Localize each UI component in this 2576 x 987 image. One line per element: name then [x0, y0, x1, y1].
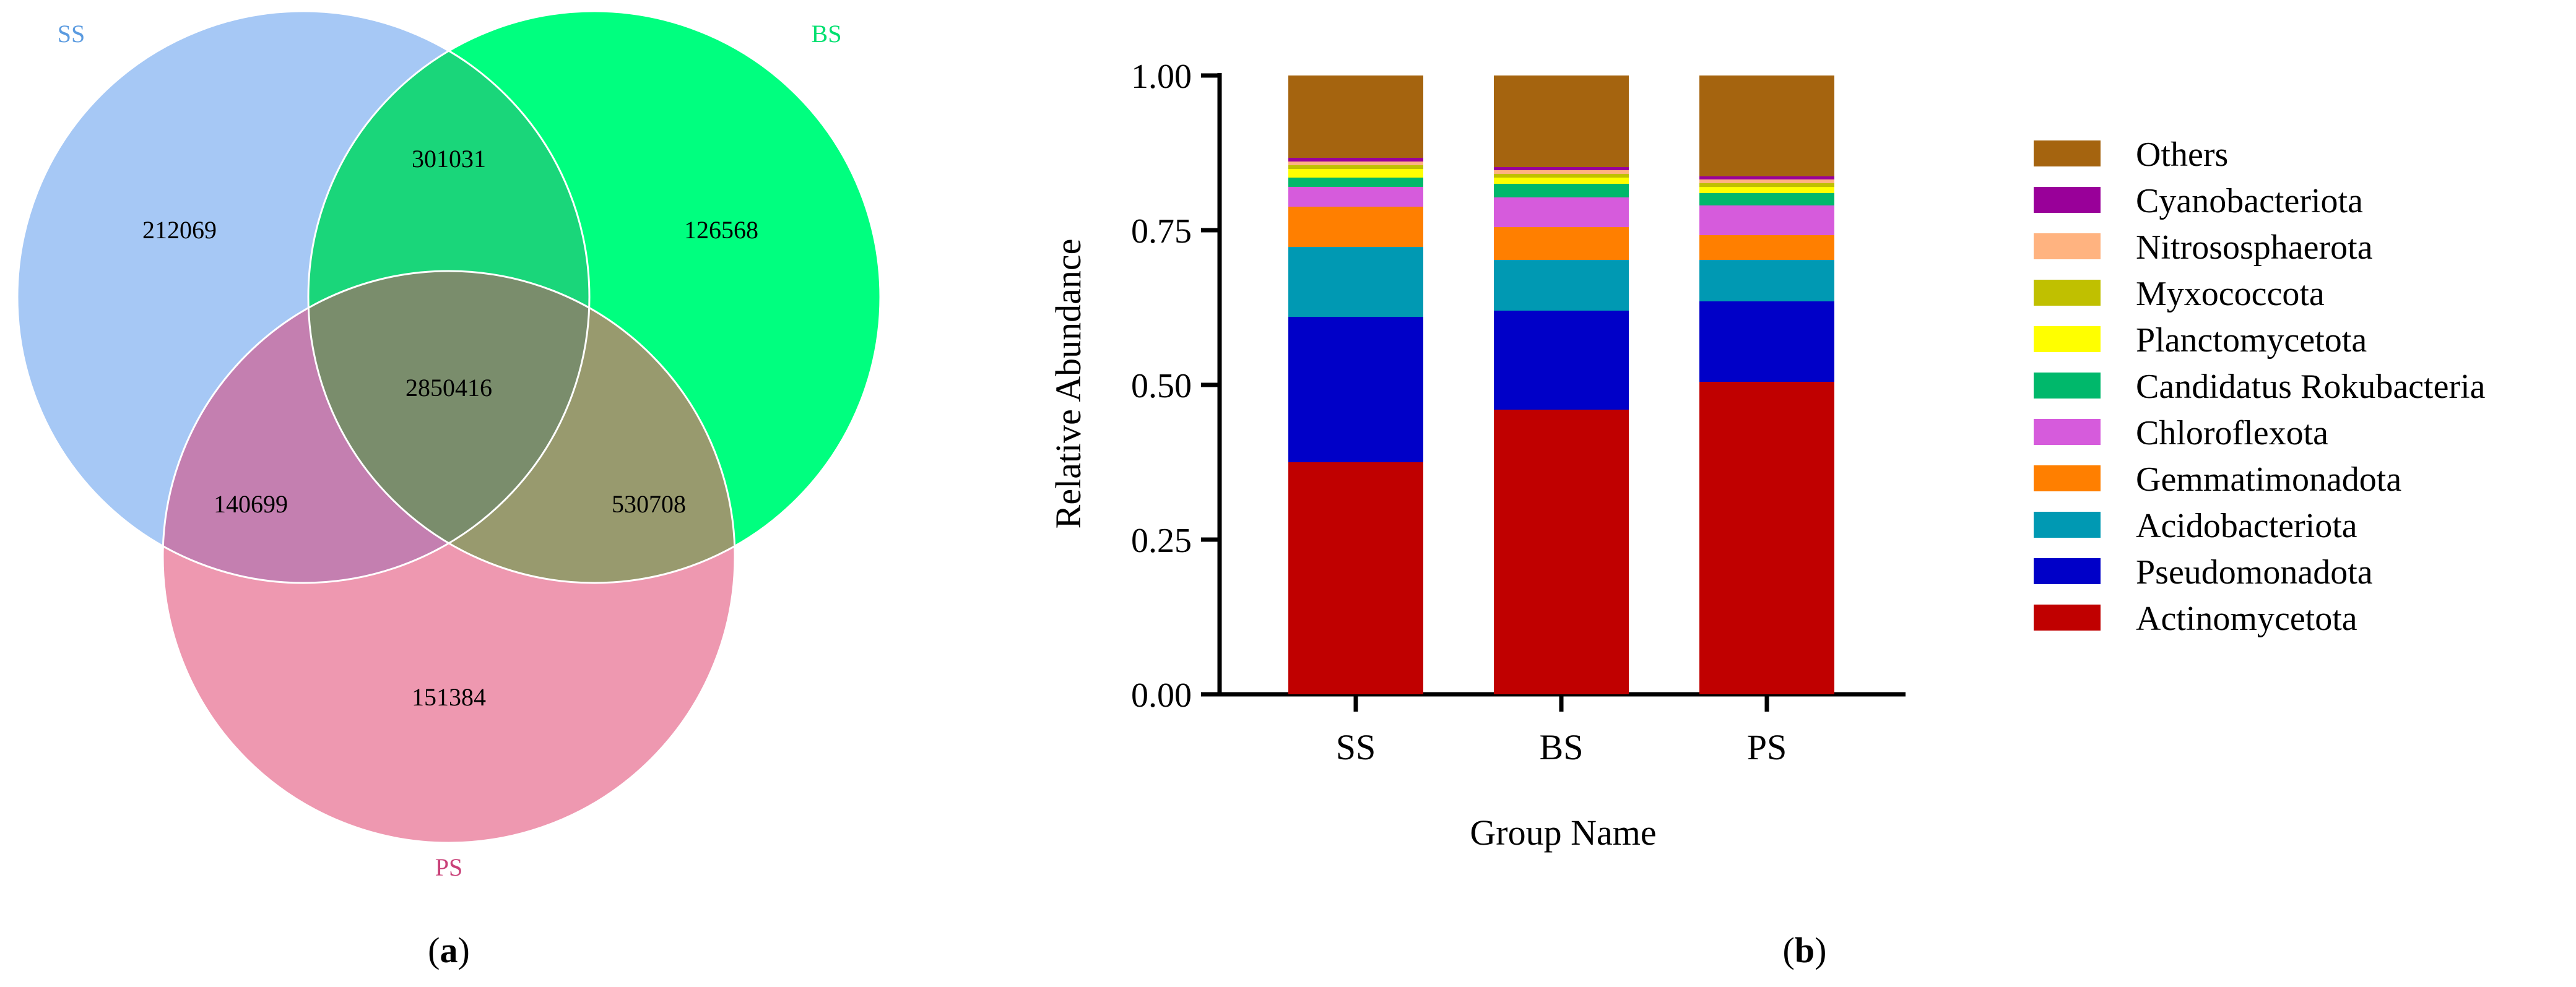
venn-value-bs-ps: 530708 [612, 490, 686, 518]
bar-segment-ps-candidatus-rokubacteria [1699, 193, 1834, 205]
y-tick-label: 0.75 [1131, 212, 1192, 251]
bar-segment-bs-pseudomonadota [1494, 311, 1629, 410]
x-ticks: SS BS PS [1336, 694, 1787, 767]
panel-label-a: (a) [428, 930, 470, 970]
legend-swatch-cyanobacteriota [2034, 187, 2101, 213]
bar-segment-ss-myxococcota [1288, 165, 1423, 169]
bar-segment-ss-pseudomonadota [1288, 317, 1423, 462]
legend-label-chloroflexota: Chloroflexota [2136, 414, 2328, 452]
bar-segment-ss-acidobacteriota [1288, 247, 1423, 317]
bar-segment-bs-candidatus-rokubacteria [1494, 184, 1629, 197]
y-tick-label: 0.50 [1131, 367, 1192, 405]
y-axis-label: Relative Abundance [1048, 239, 1088, 529]
bar-segment-ss-actinomycetota [1288, 462, 1423, 694]
venn-value-ss-ps: 140699 [214, 490, 288, 518]
x-axis-label: Group Name [1470, 812, 1656, 853]
venn-value-ps-only: 151384 [412, 683, 486, 711]
legend-label-gemmatimonadota: Gemmatimonadota [2136, 460, 2401, 499]
legend-swatch-others [2034, 140, 2101, 166]
legend-label-others: Others [2136, 136, 2228, 174]
legend: Others Cyanobacteriota Nitrososphaerota Myx… [2034, 136, 2486, 638]
bar-segment-ss-nitrososphaerota [1288, 162, 1423, 165]
legend-swatch-actinomycetota [2034, 605, 2101, 631]
bar-segment-ps-others [1699, 75, 1834, 176]
bar-segment-bs-chloroflexota [1494, 197, 1629, 227]
venn-outlines [16, 10, 882, 844]
legend-label-acidobacteriota: Acidobacteriota [2136, 507, 2357, 545]
bar-segment-ps-myxococcota [1699, 183, 1834, 187]
venn-diagram: SS BS PS 212069 126568 151384 301031 140… [16, 10, 882, 970]
bar-segment-ps-acidobacteriota [1699, 260, 1834, 301]
venn-set-label-ps: PS [435, 853, 463, 881]
bar-segment-ss-cyanobacteriota [1288, 158, 1423, 162]
legend-label-nitrososphaerota: Nitrososphaerota [2136, 228, 2373, 267]
bar-segment-ps-nitrososphaerota [1699, 179, 1834, 183]
bar-segment-ss-planctomycetota [1288, 169, 1423, 178]
bar-segment-ps-gemmatimonadota [1699, 235, 1834, 260]
legend-swatch-acidobacteriota [2034, 512, 2101, 538]
bar-segment-bs-cyanobacteriota [1494, 167, 1629, 170]
legend-swatch-gemmatimonadota [2034, 465, 2101, 491]
venn-value-bs-only: 126568 [684, 216, 758, 244]
bars [1288, 75, 1834, 694]
x-tick-label-ps: PS [1747, 727, 1787, 767]
legend-label-actinomycetota: Actinomycetota [2136, 600, 2357, 638]
bar-segment-ps-actinomycetota [1699, 382, 1834, 694]
y-tick-label: 0.00 [1131, 676, 1192, 715]
legend-swatch-candidatus-rokubacteria [2034, 373, 2101, 399]
y-tick-label: 1.00 [1131, 58, 1192, 96]
legend-swatch-pseudomonadota [2034, 558, 2101, 584]
x-tick-label-ss: SS [1336, 727, 1376, 767]
legend-label-pseudomonadota: Pseudomonadota [2136, 553, 2373, 592]
legend-swatch-planctomycetota [2034, 326, 2101, 352]
venn-set-label-ss: SS [58, 20, 85, 48]
bar-segment-ss-chloroflexota [1288, 187, 1423, 207]
stacked-bar-chart: 0.00 0.25 0.50 0.75 1.00 SS BS PS Relative Abu… [1048, 58, 2486, 970]
bar-segment-bs-gemmatimonadota [1494, 227, 1629, 260]
bar-segment-bs-planctomycetota [1494, 178, 1629, 184]
bar-segment-bs-others [1494, 75, 1629, 167]
bar-segment-ps-chloroflexota [1699, 205, 1834, 235]
y-ticks: 0.00 0.25 0.50 0.75 1.00 [1131, 58, 1220, 715]
legend-label-candidatus-rokubacteria: Candidatus Rokubacteria [2136, 368, 2486, 406]
bar-segment-bs-myxococcota [1494, 174, 1629, 178]
bar-segment-ss-others [1288, 75, 1423, 158]
bar-segment-ps-pseudomonadota [1699, 301, 1834, 382]
bar-segment-ps-cyanobacteriota [1699, 176, 1834, 179]
x-tick-label-bs: BS [1540, 727, 1584, 767]
bar-segment-ss-candidatus-rokubacteria [1288, 178, 1423, 187]
legend-label-cyanobacteriota: Cyanobacteriota [2136, 182, 2363, 220]
legend-swatch-myxococcota [2034, 280, 2101, 306]
y-tick-label: 0.25 [1131, 522, 1192, 560]
venn-value-ss-only: 212069 [142, 216, 217, 244]
legend-swatch-chloroflexota [2034, 419, 2101, 445]
legend-label-myxococcota: Myxococcota [2136, 275, 2325, 313]
bar-segment-bs-acidobacteriota [1494, 260, 1629, 311]
panel-label-b: (b) [1783, 930, 1827, 970]
bar-segment-ss-gemmatimonadota [1288, 207, 1423, 247]
bar-segment-bs-nitrososphaerota [1494, 170, 1629, 174]
legend-label-planctomycetota: Planctomycetota [2136, 321, 2367, 360]
bar-segment-ps-planctomycetota [1699, 187, 1834, 193]
venn-value-ss-bs-ps: 2850416 [405, 374, 492, 402]
venn-set-label-bs: BS [812, 20, 842, 48]
legend-swatch-nitrososphaerota [2034, 233, 2101, 259]
venn-value-ss-bs: 301031 [412, 145, 486, 173]
bar-segment-bs-actinomycetota [1494, 410, 1629, 694]
